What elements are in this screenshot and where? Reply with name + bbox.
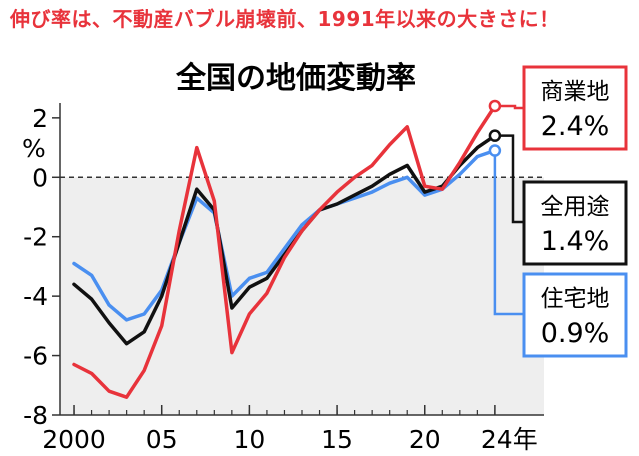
- series-end-marker: [488, 129, 502, 142]
- headline: 伸び率は、不動産バブル崩壊前、1991年以来の大きさに！: [10, 7, 560, 31]
- y-ticks: 2 0 -2 -4 -6 -8: [23, 104, 60, 430]
- series-value-label: 0.9%: [541, 318, 610, 349]
- callout-box: [522, 272, 628, 358]
- series-value-label: 1.4%: [541, 226, 610, 257]
- series-line-0: [72, 148, 497, 322]
- series-end-marker: [488, 144, 502, 157]
- callout-connector: [500, 134, 524, 224]
- series-name-label: 商業地: [541, 79, 610, 105]
- series-lines: [72, 104, 497, 399]
- callouts: 住宅地 0.9% 全用途 1.4% 商業地 2.4%: [488, 65, 628, 358]
- y-tick-label: -2: [23, 223, 48, 252]
- x-tick-label: 2000: [42, 425, 106, 454]
- series-name-label: 住宅地: [541, 286, 610, 312]
- y-tick-label: -8: [23, 401, 48, 430]
- x-tick-label: 20: [409, 425, 441, 454]
- callout-box: [522, 65, 628, 151]
- series-line-2: [72, 104, 497, 399]
- x-tick-label: 10: [233, 425, 265, 454]
- x-ticks: 2000 05 10 15 20 24年: [42, 405, 538, 454]
- series-name-label: 全用途: [541, 194, 610, 220]
- series-value-label: 2.4%: [541, 111, 610, 142]
- negative-region: [60, 177, 544, 415]
- y-tick-label: -4: [23, 282, 48, 311]
- callout-connector: [493, 156, 524, 316]
- callout-connector: [500, 104, 524, 110]
- y-tick-label: 2: [32, 104, 48, 133]
- callout-box: [522, 180, 628, 266]
- x-tick-label: 24年: [481, 425, 538, 454]
- chart-title: 全国の地価変動率: [175, 61, 416, 96]
- x-tick-label: 15: [321, 425, 353, 454]
- y-axis-unit: %: [22, 134, 46, 163]
- y-tick-label: -6: [23, 342, 48, 371]
- series-end-marker: [488, 99, 502, 113]
- x-tick-label: 05: [146, 425, 178, 454]
- y-tick-label: 0: [32, 163, 48, 192]
